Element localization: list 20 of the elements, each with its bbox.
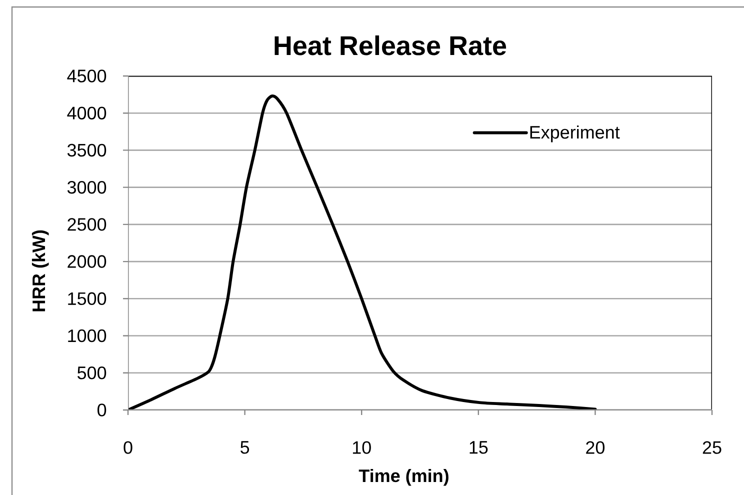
x-tick-label: 15 (470, 441, 488, 454)
y-tick-label: 500 (77, 366, 106, 380)
x-axis-title: Time (min) (358, 468, 448, 486)
y-tick-label: 3000 (67, 180, 106, 194)
y-axis-title: HRR (kW) (32, 230, 49, 312)
y-tick-label: 3500 (67, 144, 106, 157)
y-tick-label: 0 (98, 404, 106, 416)
y-tick-label: 2500 (68, 218, 106, 231)
x-tick-label: 10 (352, 441, 371, 454)
chart-title: Heat Release Rate (274, 35, 506, 56)
y-tick-label: 1500 (68, 292, 106, 306)
x-tick-label: 20 (586, 441, 605, 454)
x-tick-label: 0 (124, 441, 132, 454)
x-tick-label: 5 (240, 441, 250, 454)
y-tick-label: 4500 (67, 70, 106, 82)
y-tick-label: 2000 (68, 255, 106, 268)
y-tick-label: 4000 (67, 106, 106, 120)
y-tick-label: 1000 (68, 329, 106, 342)
x-tick-label: 25 (702, 441, 722, 454)
legend-label: Experiment (530, 125, 620, 142)
